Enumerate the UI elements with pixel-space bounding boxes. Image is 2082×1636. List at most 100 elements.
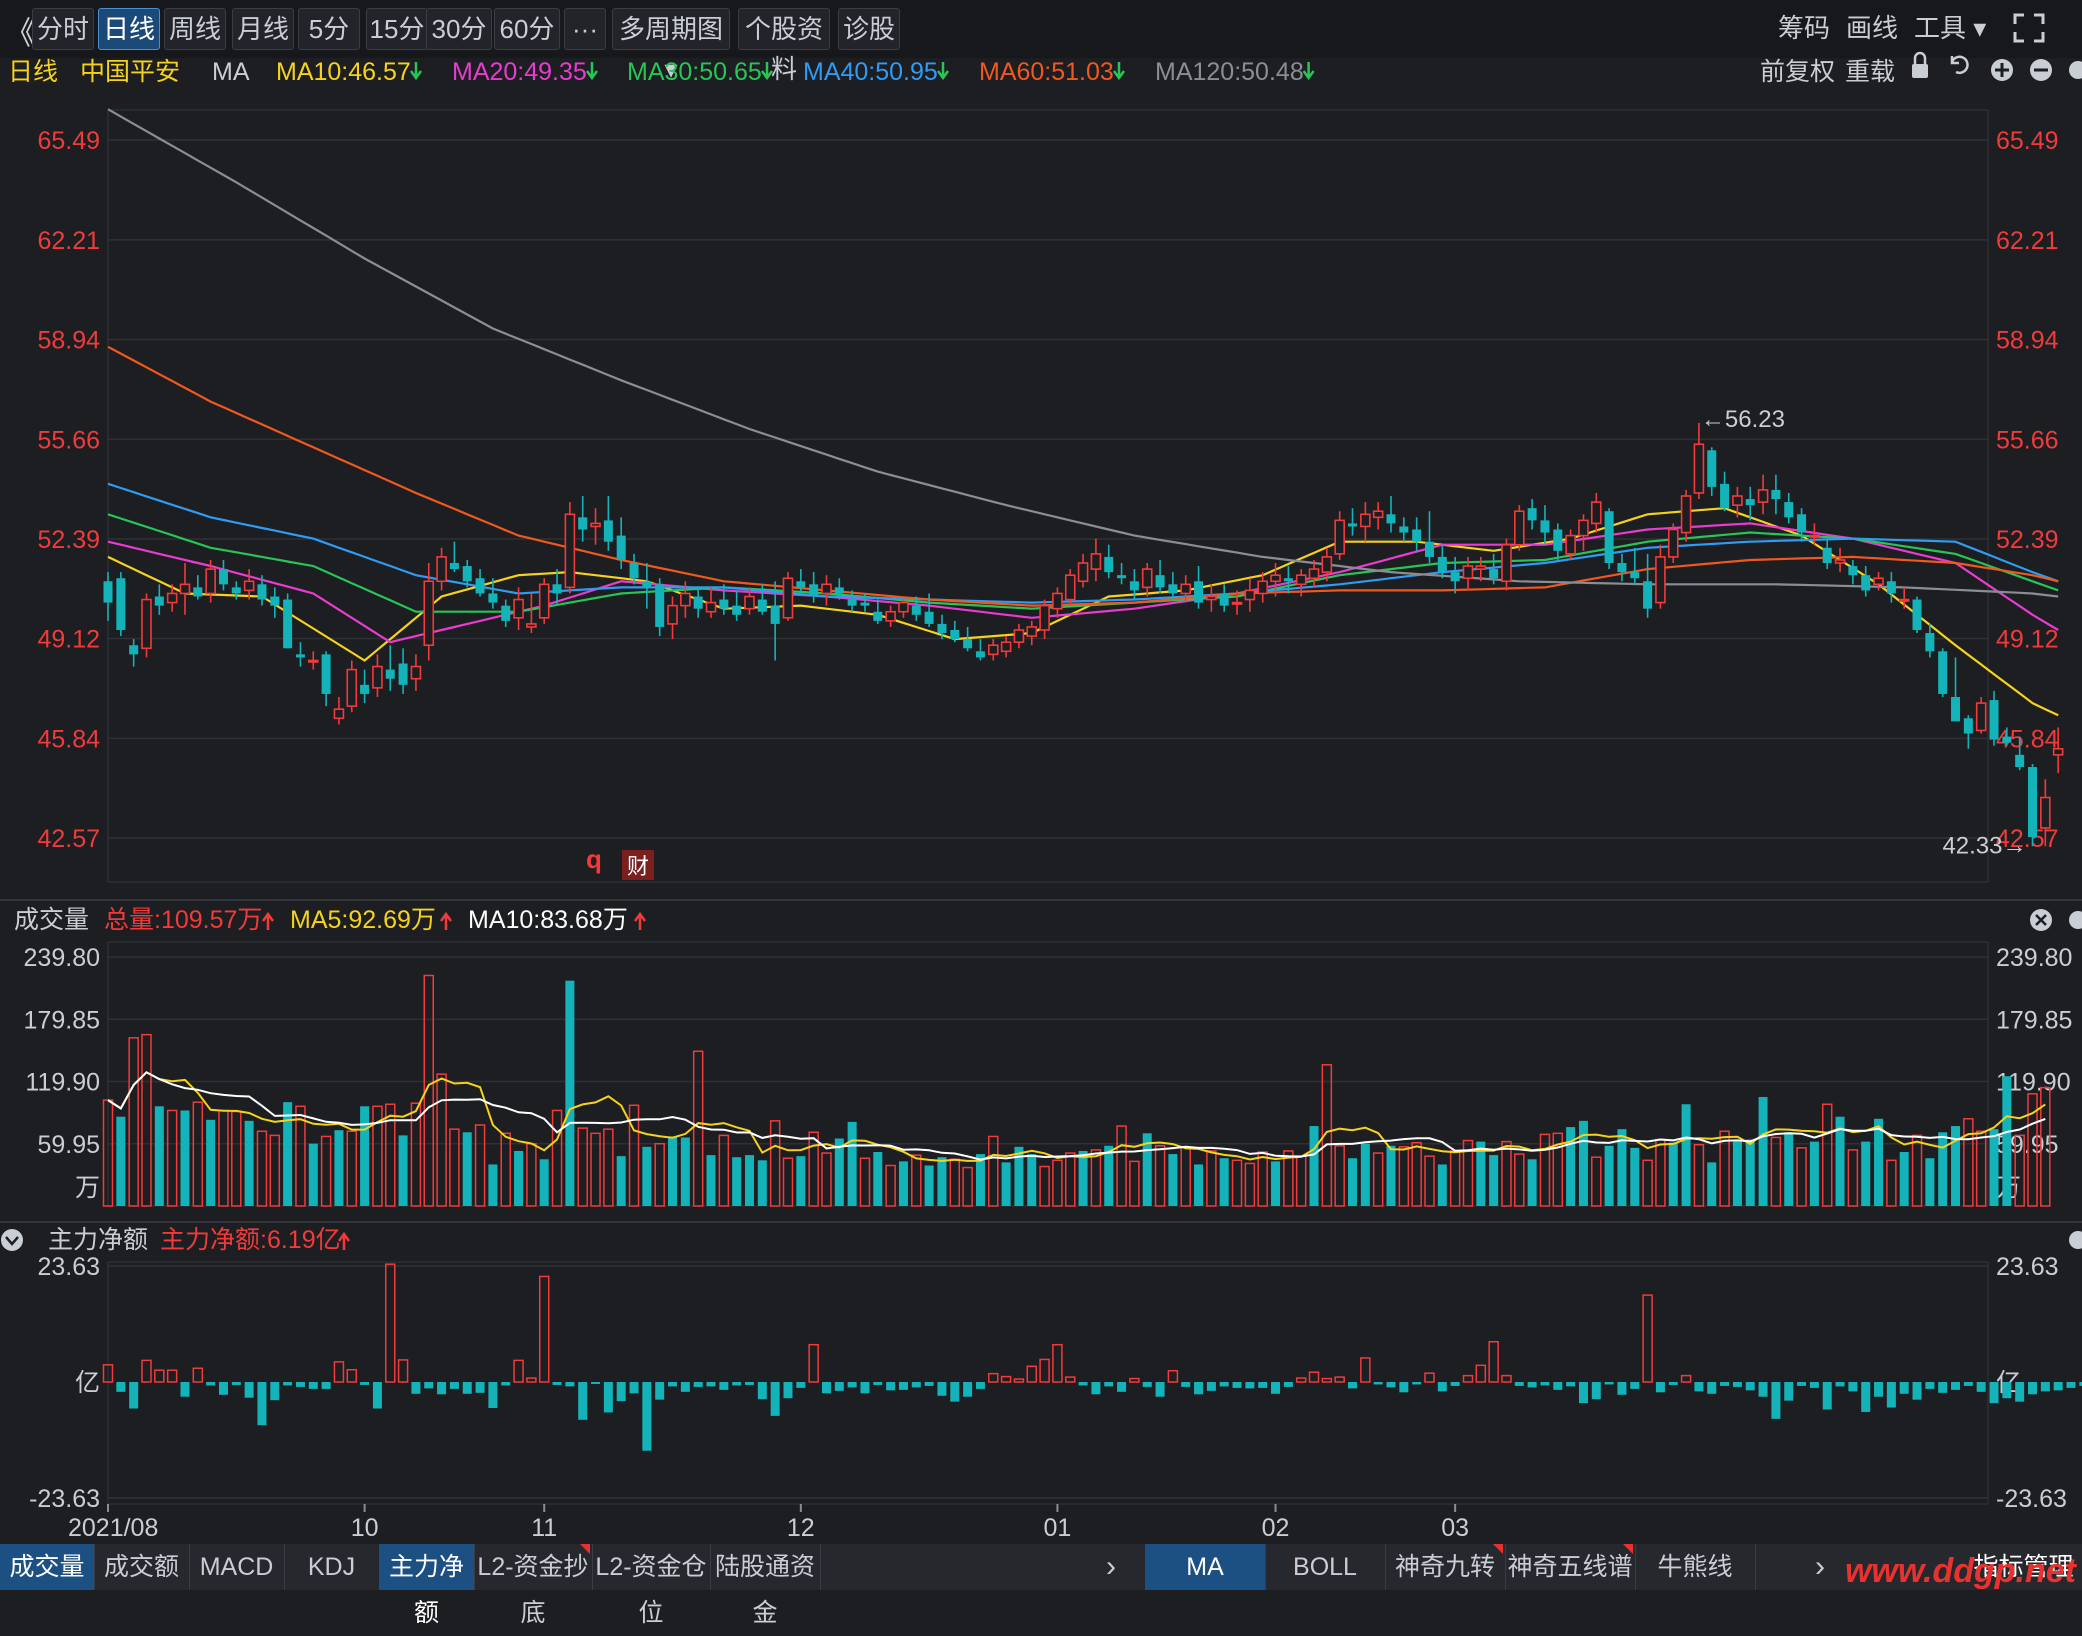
- flow-bar: [1386, 1382, 1396, 1388]
- volume-bar: [1180, 1146, 1191, 1207]
- indicator-tab-1[interactable]: 成交额: [94, 1544, 190, 1590]
- flow-bar: [950, 1382, 960, 1402]
- flow-bar: [1822, 1382, 1832, 1410]
- flow-bar: [655, 1382, 665, 1400]
- overlay-tab-1[interactable]: BOLL: [1265, 1544, 1386, 1590]
- volume-bar: [1566, 1127, 1576, 1206]
- indicator-tab-7[interactable]: 陆股通资金: [710, 1544, 821, 1627]
- indicator-tab-2[interactable]: MACD: [189, 1544, 285, 1590]
- collapse-panel-icon[interactable]: [1, 1229, 23, 1251]
- tab-monthly[interactable]: 月线: [232, 8, 294, 50]
- low-price-marker: 42.33→: [1942, 832, 2026, 859]
- indicator-tab-bar: 成交量 成交额 MACD KDJ 主力净额 L2-资金抄底 L2-资金仓位 陆股通资金 › M…: [0, 1544, 2082, 1627]
- candle: [1707, 447, 1717, 497]
- new-flag-icon: [1623, 1544, 1633, 1554]
- diagnose-button[interactable]: 诊股: [838, 8, 900, 50]
- more-periods-button[interactable]: ···: [564, 8, 606, 50]
- stock-chart[interactable]: 日线 中国平安 MA MA10:46.57 MA20:49.35 MA30:50.65 MA…: [0, 0, 2082, 1544]
- tab-weekly[interactable]: 周线: [164, 8, 226, 50]
- volume-bar: [577, 1127, 588, 1207]
- volume-bar: [1899, 1152, 1909, 1206]
- flow-bar: [963, 1382, 973, 1397]
- tab-scroll-right-icon-2[interactable]: ›: [1815, 1550, 1825, 1583]
- volume-bar: [2027, 1093, 2038, 1207]
- overlay-tab-3[interactable]: 神奇五线谱: [1505, 1544, 1636, 1590]
- candle: [1514, 505, 1525, 551]
- tab-5min[interactable]: 5分: [298, 8, 360, 50]
- undo-icon[interactable]: [1950, 55, 1969, 75]
- tools-menu-button[interactable]: 工具 ▾: [1914, 13, 1987, 43]
- candle: [860, 593, 870, 612]
- lock-icon[interactable]: [1912, 64, 1928, 78]
- fullscreen-icon[interactable]: [2012, 12, 2046, 44]
- volume-bar: [1784, 1132, 1794, 1206]
- indicator-manager-button[interactable]: 指标管理: [1973, 1553, 2074, 1581]
- volume-bar: [565, 980, 575, 1206]
- volume-ma10-line: [107, 1071, 2046, 1161]
- flow-bar: [1578, 1382, 1588, 1404]
- volume-bar: [628, 1104, 640, 1207]
- tab-30min[interactable]: 30分: [426, 8, 492, 50]
- candle: [1540, 505, 1550, 545]
- volume-bar: [1861, 1141, 1871, 1206]
- flow-bar: [1514, 1382, 1524, 1386]
- flow-bar: [141, 1359, 152, 1383]
- financial-report-badge[interactable]: [622, 850, 654, 880]
- reload-button: 重载: [1845, 58, 1895, 86]
- candle: [1219, 584, 1229, 612]
- candle: [462, 559, 472, 588]
- candle: [218, 559, 228, 591]
- volume-bar: [449, 1128, 460, 1207]
- indicator-tab-0[interactable]: 成交量: [0, 1544, 95, 1590]
- overlay-tab-0[interactable]: MA: [1145, 1544, 1266, 1590]
- indicator-tab-label: 陆股通资金: [714, 1553, 815, 1627]
- candle: [1771, 474, 1781, 515]
- stock-profile-button[interactable]: 个股资料: [738, 8, 830, 84]
- flow-bar: [308, 1382, 318, 1389]
- flow-panel-frame: [107, 1261, 1989, 1505]
- volume-bar: [360, 1106, 370, 1206]
- overlay-tab-2[interactable]: 神奇九转: [1385, 1544, 1506, 1590]
- indicator-tab-5[interactable]: L2-资金抄底: [474, 1544, 593, 1627]
- flow-settings-icon[interactable]: [2069, 1231, 2082, 1249]
- candle: [410, 654, 422, 691]
- overlay-tab-4[interactable]: 牛熊线: [1635, 1544, 1756, 1590]
- candle: [1617, 553, 1627, 582]
- tab-scroll-right-icon[interactable]: ›: [1106, 1550, 1116, 1583]
- candle: [141, 593, 152, 658]
- indicator-tab-3[interactable]: KDJ: [284, 1544, 380, 1590]
- volume-bar: [834, 1138, 844, 1206]
- flow-bar: [1835, 1382, 1845, 1387]
- event-marker-q[interactable]: q: [586, 844, 602, 874]
- candle: [1527, 499, 1537, 530]
- volume-ma5: MA5:92.69万: [290, 906, 436, 934]
- flow-bar: [1771, 1382, 1781, 1419]
- collapse-left-icon[interactable]: 《: [4, 15, 37, 51]
- settings-gear-icon[interactable]: [2069, 61, 2082, 79]
- candle: [809, 572, 819, 603]
- tab-intraday[interactable]: 分时: [32, 8, 94, 50]
- candle: [1565, 529, 1576, 560]
- volume-settings-icon[interactable]: [2069, 911, 2082, 929]
- indicator-tab-4[interactable]: 主力净额: [379, 1544, 475, 1627]
- volume-bar: [1847, 1149, 1859, 1207]
- candle: [1308, 559, 1320, 588]
- tab-15min[interactable]: 15分: [366, 8, 428, 50]
- candle: [796, 569, 806, 594]
- chips-button[interactable]: 筹码: [1778, 13, 1831, 43]
- multi-period-dropdown[interactable]: 多周期图 ▾: [612, 8, 730, 84]
- candle: [307, 651, 319, 670]
- volume-bar: [1437, 1164, 1447, 1206]
- flow-bar: [1732, 1382, 1742, 1387]
- flow-bar: [1295, 1377, 1307, 1383]
- candle: [2015, 736, 2025, 771]
- indicator-tab-6[interactable]: L2-资金仓位: [592, 1544, 711, 1627]
- tab-60min[interactable]: 60分: [494, 8, 560, 50]
- draw-line-button[interactable]: 画线: [1846, 13, 1899, 43]
- tab-daily[interactable]: 日线: [98, 8, 160, 50]
- volume-bar: [821, 1152, 832, 1207]
- x-axis-label: 2021/08: [68, 1514, 158, 1542]
- candle: [603, 496, 613, 551]
- volume-bar: [668, 1136, 678, 1206]
- up-arrow-icon: [261, 911, 275, 930]
